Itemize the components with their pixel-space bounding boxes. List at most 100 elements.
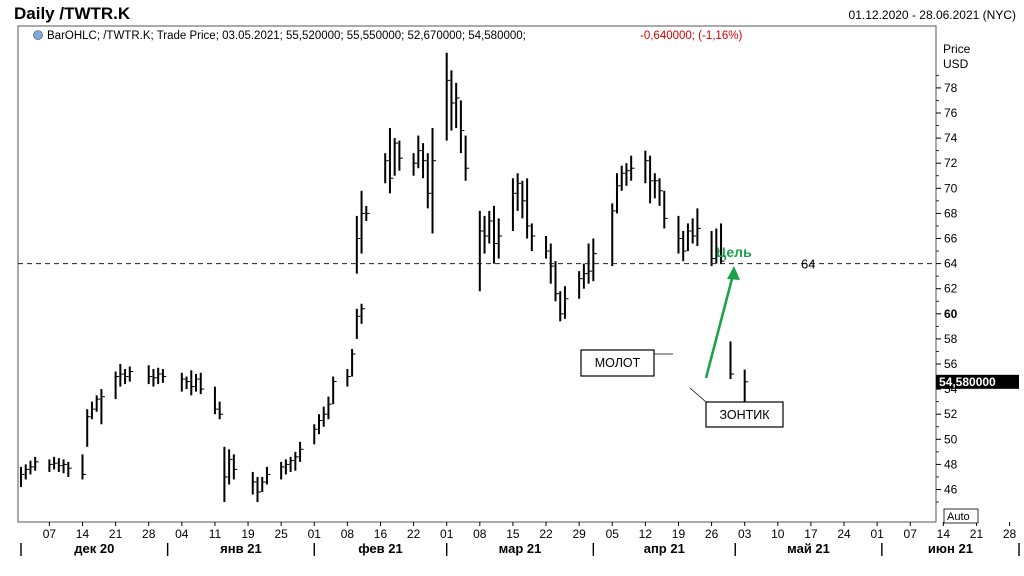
- target-arrow: [704, 270, 736, 379]
- ohlc-bar: [559, 291, 564, 322]
- ohlc-bar: [365, 205, 370, 221]
- ohlc-bar: [232, 454, 238, 480]
- month-label: май 21: [787, 541, 830, 556]
- x-tick-label: 21: [109, 527, 123, 541]
- ohlc-bar: [62, 459, 68, 474]
- ohlc-bar: [327, 396, 332, 420]
- ohlc-bar: [493, 205, 498, 264]
- y-tick-label: 50: [944, 432, 958, 446]
- ohlc-bar: [686, 223, 692, 252]
- ohlc-bar: [124, 369, 129, 385]
- x-tick-label: 15: [506, 527, 520, 541]
- ohlc-bar: [256, 476, 261, 503]
- y-tick-label: 70: [944, 181, 958, 195]
- ohlc-bar: [213, 386, 219, 415]
- x-tick-label: 04: [175, 527, 189, 541]
- ohlc-bar: [322, 406, 328, 427]
- ohlc-bar: [29, 460, 34, 475]
- x-tick-label: 24: [837, 527, 851, 541]
- ohlc-bar: [20, 466, 25, 487]
- chart-title: Daily /TWTR.K: [14, 4, 131, 23]
- y-axis-title-price: Price: [943, 42, 971, 56]
- x-tick-label: 21: [970, 527, 984, 541]
- auto-scale-button[interactable]: [943, 508, 979, 524]
- x-tick-label: 10: [771, 527, 785, 541]
- x-tick-label: 22: [407, 527, 421, 541]
- ohlc-bar: [511, 178, 517, 231]
- legend-text: BarOHLC; /TWTR.K; Trade Price; 03.05.202…: [47, 30, 526, 42]
- ohlc-bar: [360, 303, 366, 324]
- ohlc-bar: [478, 210, 484, 292]
- y-tick-label: 64: [944, 257, 958, 271]
- ohlc-bar: [715, 228, 720, 264]
- ohlc-bar: [682, 230, 687, 262]
- ohlc-bar: [34, 456, 39, 471]
- ohlc-bar: [86, 409, 91, 447]
- x-tick-label: 08: [473, 527, 487, 541]
- ohlc-bar: [81, 454, 86, 480]
- ohlc-bar: [521, 180, 526, 219]
- x-tick-label: 25: [274, 527, 288, 541]
- ohlc-bar: [516, 173, 522, 211]
- y-tick-label: 56: [944, 357, 958, 371]
- hammer-label: МОЛОТ: [595, 356, 641, 370]
- ohlc-bar: [483, 215, 489, 254]
- x-tick-label: 29: [572, 527, 586, 541]
- level-label: 64: [801, 257, 815, 272]
- ohlc-bar: [488, 210, 493, 244]
- ohlc-bar: [24, 464, 30, 480]
- x-tick-label: 14: [76, 527, 90, 541]
- ohlc-bar: [388, 128, 394, 194]
- month-label: дек 20: [74, 541, 114, 556]
- ohlc-bar: [289, 456, 295, 472]
- x-tick-label: 28: [142, 527, 156, 541]
- ohlc-bar: [526, 178, 531, 239]
- y-tick-label: 58: [944, 332, 958, 346]
- y-tick-label: 48: [944, 457, 958, 471]
- ohlc-bar: [265, 466, 271, 485]
- y-tick-label: 72: [944, 156, 958, 170]
- ohlc-bar: [630, 155, 635, 181]
- date-range: 01.12.2020 - 28.06.2021 (NYC): [848, 8, 1016, 22]
- ohlc-bar: [147, 365, 153, 385]
- ohlc-bar: [100, 389, 105, 425]
- ohlc-bar: [180, 372, 186, 392]
- ohlc-bar: [445, 52, 451, 141]
- target-arrow-head: [727, 266, 740, 280]
- ohlc-bar: [228, 449, 233, 485]
- ohlc-bar: [161, 369, 167, 383]
- ohlc-bar: [743, 369, 749, 406]
- ohlc-bar: [625, 163, 630, 186]
- plot-frame: [17, 25, 937, 523]
- ohlc-bar: [578, 271, 583, 299]
- x-tick-label: 14: [937, 527, 951, 541]
- last-price-label: 54,580000: [939, 375, 996, 389]
- y-tick-label: 46: [944, 483, 958, 497]
- ohlc-bar: [412, 153, 418, 176]
- x-tick-label: 19: [672, 527, 686, 541]
- ohlc-bar: [720, 223, 725, 264]
- auto-scale-label[interactable]: Auto: [947, 511, 970, 523]
- x-tick-label: 11: [209, 527, 222, 541]
- y-axis-title-usd: USD: [943, 57, 969, 71]
- ohlc-bar: [649, 155, 654, 204]
- month-label: апр 21: [644, 541, 685, 556]
- x-tick-label: 28: [1003, 527, 1017, 541]
- hammer-box: [580, 349, 655, 377]
- ohlc-bar: [119, 364, 124, 387]
- ohlc-bar: [615, 173, 621, 214]
- x-tick-label: 03: [738, 527, 752, 541]
- ohlc-bar: [530, 223, 536, 252]
- ohlc-bar: [663, 190, 668, 229]
- x-tick-label: 19: [241, 527, 255, 541]
- month-label: фев 21: [358, 541, 403, 556]
- x-tick-label: 08: [341, 527, 355, 541]
- ohlc-bar: [152, 369, 157, 387]
- ohlc-bar: [554, 261, 559, 302]
- ohlc-bar: [696, 208, 701, 247]
- ohlc-bar: [393, 138, 399, 176]
- x-axis: 07 14 21 28 04 11 19 25 01 08 16 22 01 08 15 22 29 05 12 19…: [20, 522, 1020, 556]
- ohlc-bar: [384, 153, 389, 184]
